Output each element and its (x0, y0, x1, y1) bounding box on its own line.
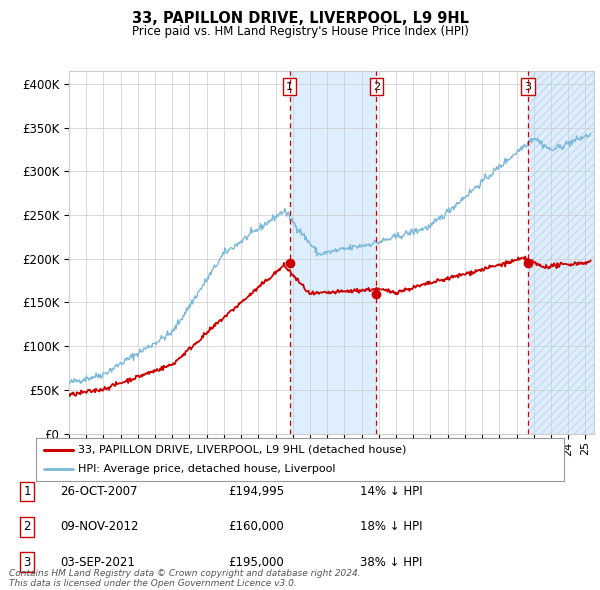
Text: 33, PAPILLON DRIVE, LIVERPOOL, L9 9HL (detached house): 33, PAPILLON DRIVE, LIVERPOOL, L9 9HL (d… (78, 445, 407, 455)
Text: 09-NOV-2012: 09-NOV-2012 (60, 520, 139, 533)
Text: £160,000: £160,000 (228, 520, 284, 533)
Text: HPI: Average price, detached house, Liverpool: HPI: Average price, detached house, Live… (78, 464, 336, 474)
Text: 2: 2 (23, 520, 31, 533)
Text: £195,000: £195,000 (228, 556, 284, 569)
Text: 33, PAPILLON DRIVE, LIVERPOOL, L9 9HL: 33, PAPILLON DRIVE, LIVERPOOL, L9 9HL (131, 11, 469, 25)
Text: Price paid vs. HM Land Registry's House Price Index (HPI): Price paid vs. HM Land Registry's House … (131, 25, 469, 38)
Text: 3: 3 (524, 81, 532, 91)
Bar (528, 71, 594, 434)
Bar (528, 71, 594, 434)
Text: 2: 2 (373, 81, 380, 91)
Text: 03-SEP-2021: 03-SEP-2021 (60, 556, 135, 569)
Text: 1: 1 (286, 81, 293, 91)
Bar (290, 71, 376, 434)
Text: 18% ↓ HPI: 18% ↓ HPI (360, 520, 422, 533)
Text: 38% ↓ HPI: 38% ↓ HPI (360, 556, 422, 569)
Text: 3: 3 (23, 556, 31, 569)
Text: Contains HM Land Registry data © Crown copyright and database right 2024.
This d: Contains HM Land Registry data © Crown c… (9, 569, 361, 588)
Text: 14% ↓ HPI: 14% ↓ HPI (360, 485, 422, 498)
Text: 26-OCT-2007: 26-OCT-2007 (60, 485, 137, 498)
Text: £194,995: £194,995 (228, 485, 284, 498)
Text: 1: 1 (23, 485, 31, 498)
